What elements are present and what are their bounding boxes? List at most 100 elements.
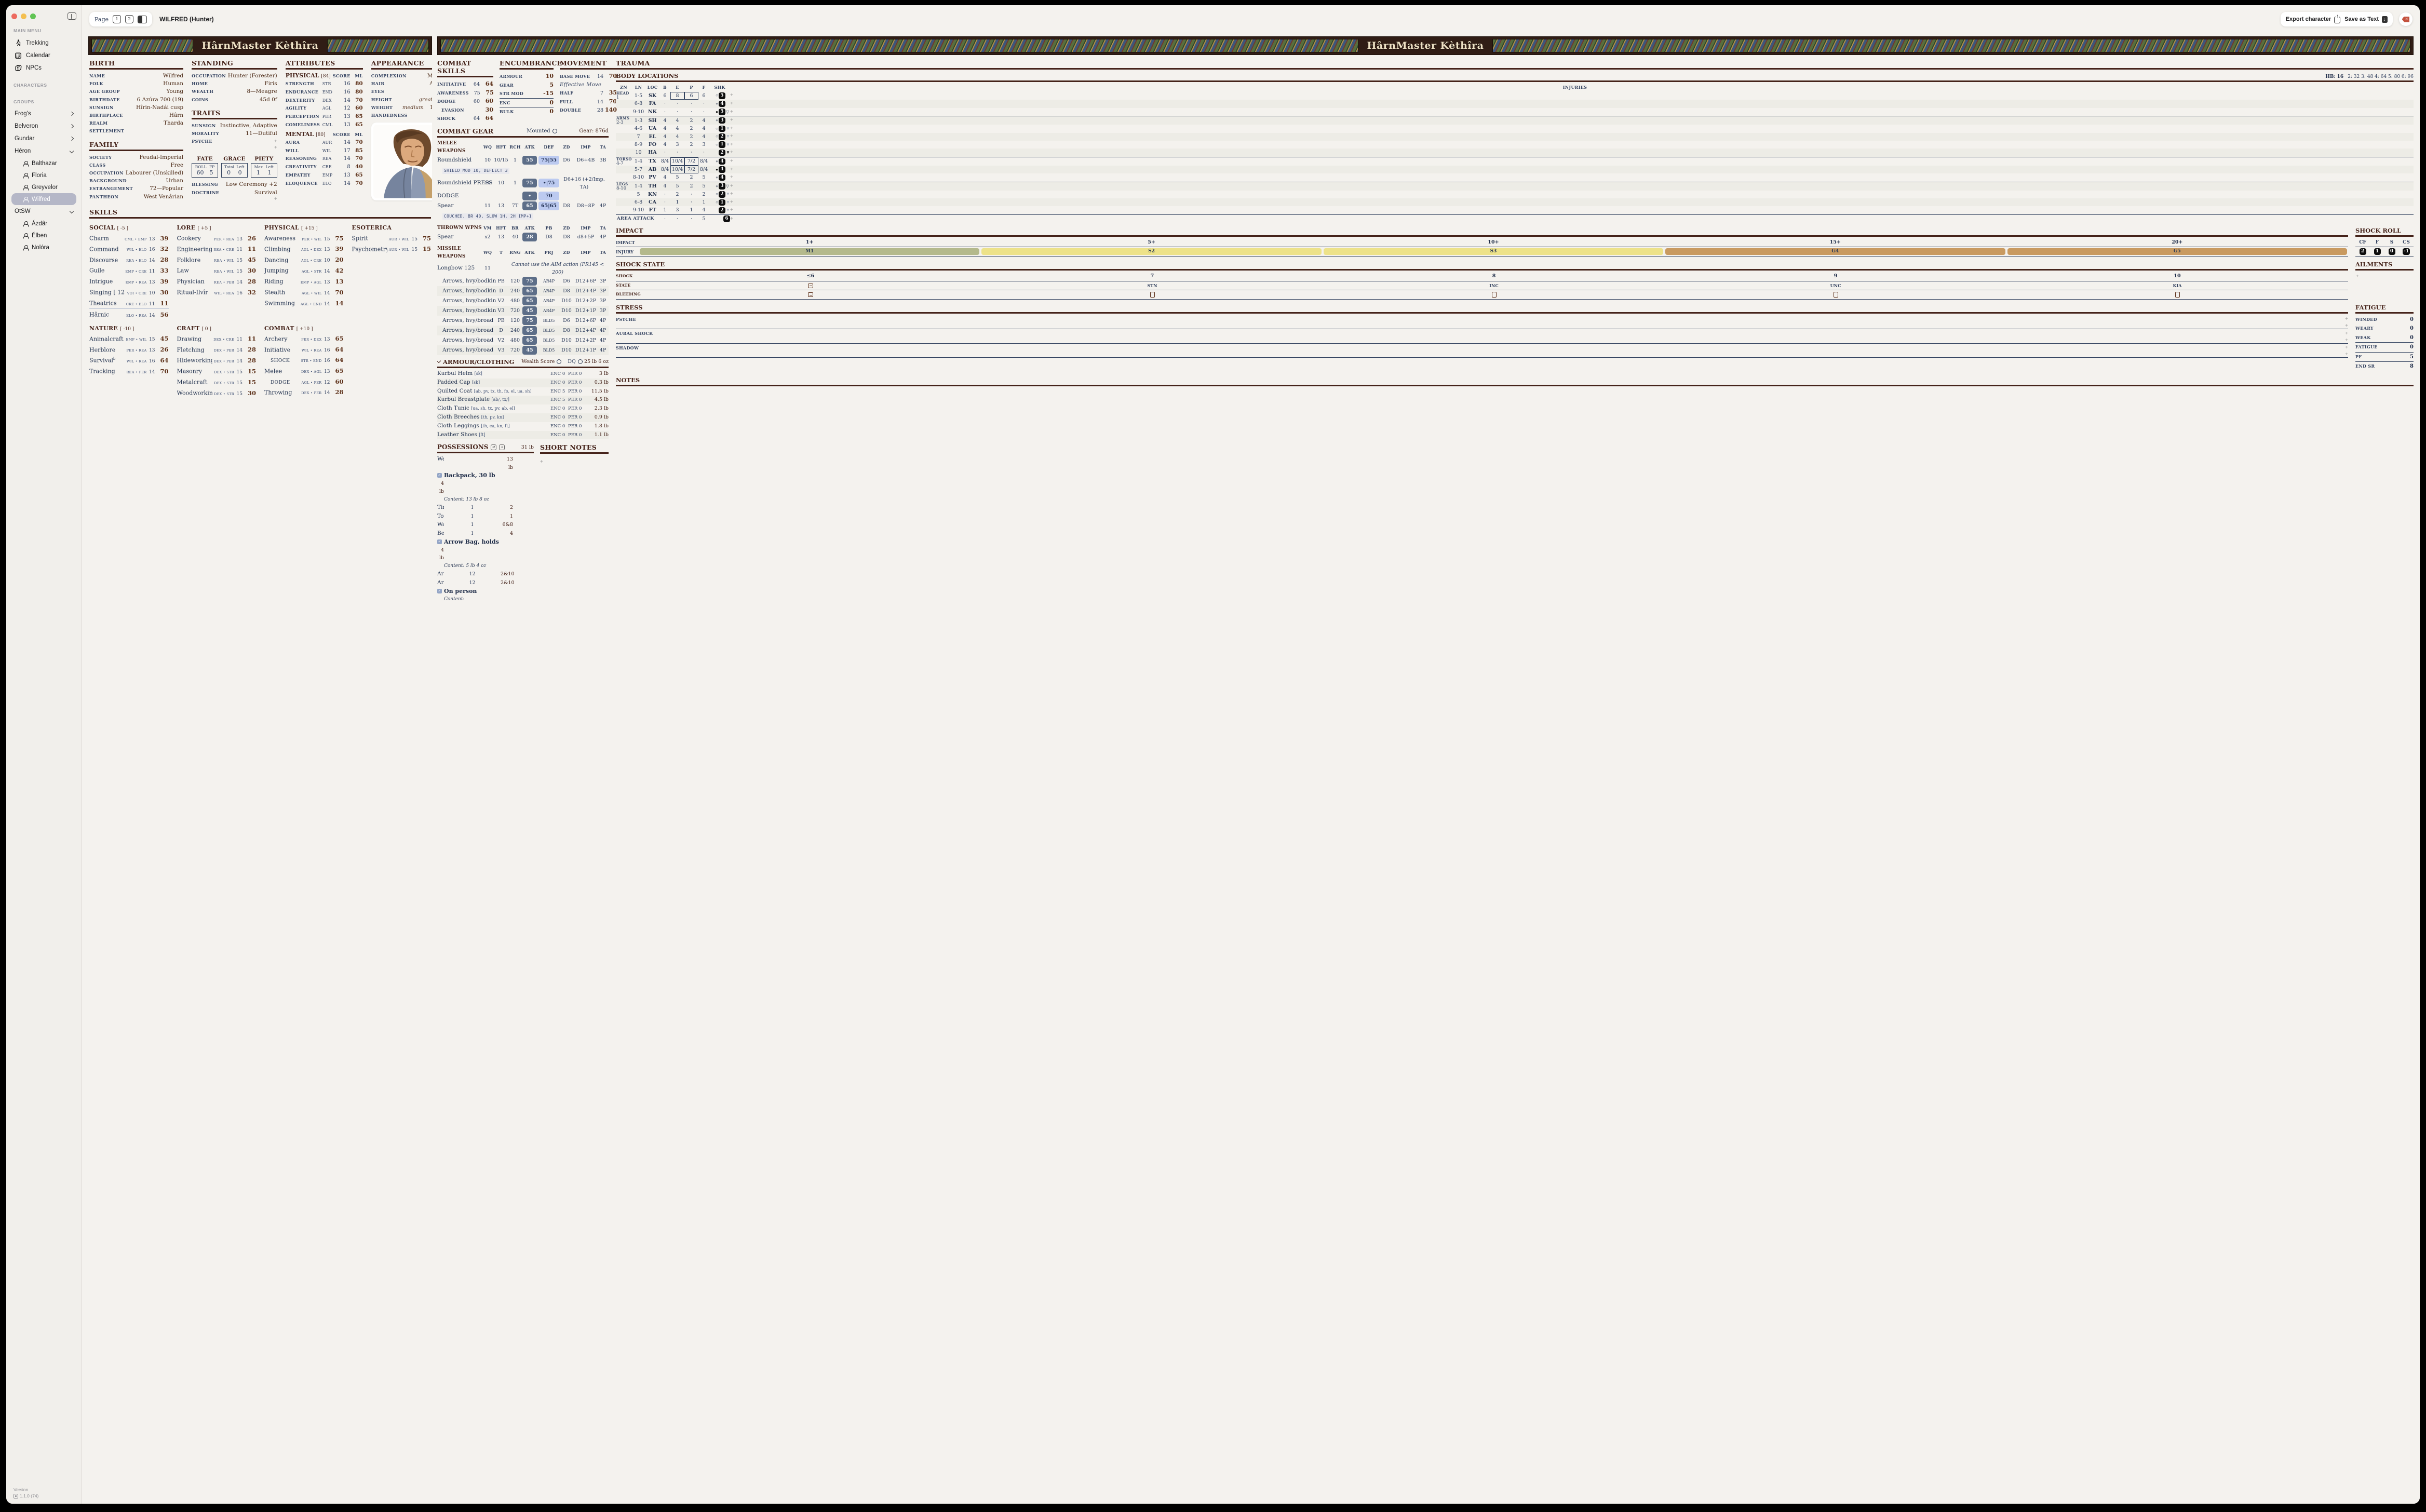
skill-row[interactable]: Masonry DEX • STR 15 15: [177, 367, 257, 375]
possession-row[interactable]: Arrow Bag, holds 24 4 lb: [437, 538, 534, 562]
skill-row[interactable]: Riding EMP • AGL 13 13: [264, 277, 344, 285]
weapon-row[interactable]: Roundshield 10 10/15 1 55 75|55 D6 D6+4B 3B: [437, 155, 609, 165]
sidebar-character[interactable]: Ázdâr: [11, 218, 76, 230]
sidebar-group[interactable]: Gundar: [11, 132, 76, 145]
possession-row[interactable]: Content:: [444, 596, 465, 602]
possession-row[interactable]: Tinderbox 1 2: [437, 504, 513, 511]
wealth-score-radio[interactable]: [557, 359, 562, 365]
container-checkbox[interactable]: [437, 538, 442, 546]
skill-row[interactable]: Throwing DEX • PER 14 28: [264, 388, 344, 396]
sidebar-group-heron[interactable]: Héron: [11, 145, 76, 157]
export-character-button[interactable]: Export character: [2286, 14, 2341, 23]
two-page-view-button[interactable]: [138, 15, 147, 23]
sidebar-character-selected[interactable]: Wilfred: [11, 193, 76, 205]
add-ailment-button[interactable]: [2355, 272, 2414, 279]
armour-circle-icon[interactable]: ○: [716, 142, 718, 147]
armour-item-row[interactable]: Quilted Coat [ab, pv, tx, th, fo, el, ua…: [437, 387, 609, 394]
skill-row[interactable]: Command WIL • ELO 16 32: [89, 245, 169, 253]
add-injury-button[interactable]: [730, 150, 736, 155]
skill-row[interactable]: Theatrics CRE • ELO 11 11: [89, 299, 169, 307]
sidebar-group[interactable]: Frog's: [11, 107, 76, 120]
skill-row[interactable]: Psychometry AUR • WIL 15 15: [352, 245, 432, 253]
piety-left[interactable]: 1: [267, 169, 272, 177]
weapon-row[interactable]: Spear 11 13 7T 65 65|65 D8 D8+8P 4P: [437, 201, 609, 211]
skill-row[interactable]: Hârnic ELO • REA 14 56: [89, 308, 169, 320]
skill-row[interactable]: Fletching DEX • PER 14 28: [177, 346, 257, 354]
ammo-row[interactable]: Arrows, hvy/broad V2 480 65 BLD5 D10 D12+2P 4P: [437, 335, 609, 345]
possession-row[interactable]: On person: [437, 587, 534, 596]
armour-item-row[interactable]: Kurbul Breastplate [ab/, tx/] ENC 5 PER …: [437, 396, 609, 405]
possession-row[interactable]: Content: 13 lb 8 oz: [444, 496, 489, 502]
skill-row[interactable]: Climbing AGL • DEX 13 39: [264, 245, 344, 253]
weapon-row[interactable]: DODGE • 70: [437, 191, 609, 201]
sidebar-character[interactable]: Nolóra: [11, 241, 76, 253]
skill-row[interactable]: Ritual-Ilvîr WIL • REA 16 32: [177, 288, 257, 296]
possession-row[interactable]: Waterskin, 2 quart 1 6&8: [437, 521, 513, 528]
skill-row[interactable]: SHOCK STR • END 16 64: [271, 356, 344, 364]
skill-row[interactable]: Drawing DEX • CRE 11 11: [177, 335, 257, 343]
add-injury-button[interactable]: [730, 208, 736, 213]
skill-row[interactable]: Law REA • WIL 15 30: [177, 267, 257, 275]
ammo-row[interactable]: Arrows, hvy/bodkin PB 120 75 AR4P D6 D12+6P 3P: [437, 276, 609, 286]
quantity-icon[interactable]: [499, 444, 505, 450]
sidebar-group-otsw[interactable]: OtSW: [11, 205, 76, 218]
skill-row[interactable]: Herblore PER • REA 13 26: [89, 346, 169, 354]
bleeding-checkbox[interactable]: [1491, 292, 1497, 298]
weapon-row[interactable]: Roundshield PRESS 10 10 1 75 •|75 D6+16 (+2/Im…: [437, 176, 605, 190]
sidebar-character[interactable]: Balthazar: [11, 157, 76, 169]
armour-item-row[interactable]: Leather Shoes [ft] ENC 0 PER 0 1.1 lb: [437, 430, 609, 440]
bleeding-checkbox[interactable]: [2175, 292, 2180, 298]
add-stress-button[interactable]: [2345, 317, 2348, 322]
add-value-button[interactable]: [274, 197, 277, 202]
skill-row[interactable]: Physician REA • PER 14 28: [177, 277, 257, 285]
bleeding-checkbox[interactable]: [1833, 292, 1838, 298]
weapon-row[interactable]: Longbow 125 11 Cannot use the AIM action (…: [437, 261, 604, 275]
page-1-button[interactable]: 1: [113, 15, 122, 23]
skill-row[interactable]: Tracking REA • PER 14 70: [89, 367, 169, 375]
fate-roll[interactable]: 60: [196, 169, 204, 177]
ammo-row[interactable]: Arrows, hvy/bodkin D 240 65 AR4P D8 D12+4P 3P: [437, 286, 609, 296]
grace-left[interactable]: 0: [238, 169, 242, 177]
add-injury-button[interactable]: [730, 93, 736, 98]
fate-fp[interactable]: 5: [209, 169, 213, 177]
add-trait-button[interactable]: [274, 139, 277, 144]
mounted-radio[interactable]: [552, 128, 557, 133]
armour-item-row[interactable]: Padded Cap [sk] ENC 0 PER 0 0.3 lb: [437, 378, 609, 387]
page-2-button[interactable]: 2: [125, 15, 134, 23]
add-injury-button[interactable]: [730, 200, 736, 205]
add-injury-button[interactable]: [730, 175, 736, 180]
weapon-row[interactable]: Spear x2 13 40 28 D8 D8 d8+5P 4P: [437, 232, 609, 242]
zoom-window-button[interactable]: [30, 13, 36, 19]
ammo-row[interactable]: Arrows, hvy/bodkin V2 480 65 AR4P D10 D12+2P 3P: [437, 296, 609, 306]
possession-row[interactable]: Backpack, 30 lb 4 lb: [437, 471, 534, 496]
add-short-note-button[interactable]: [540, 459, 543, 465]
add-injury-button[interactable]: [730, 142, 736, 147]
add-injury-button[interactable]: [730, 217, 736, 222]
armour-item-row[interactable]: Kurbul Helm [sk] ENC 0 PER 0 3 lb: [437, 370, 609, 376]
armour-item-row[interactable]: Cloth Tunic [ua, sh, tx, pv, ab, el] ENC…: [437, 405, 609, 412]
skill-row[interactable]: Melee DEX • AGL 13 65: [264, 367, 344, 375]
transfer-icon[interactable]: [491, 444, 497, 450]
sidebar-character[interactable]: Floria: [11, 169, 76, 181]
possession-row[interactable]: Arrows, hvy/bodkin 12 2&10: [437, 579, 515, 586]
skill-row[interactable]: Archery PER • DEX 13 65: [264, 335, 344, 343]
add-injury-button[interactable]: [730, 167, 736, 172]
armour-item-row[interactable]: Cloth Breeches [th, pv, kn] ENC 0 PER 0 …: [437, 413, 609, 422]
armour-circle-icon[interactable]: ●: [716, 183, 718, 188]
sidebar-item-calendar[interactable]: Calendar: [11, 49, 76, 62]
add-stress-button[interactable]: [2345, 323, 2348, 329]
save-as-text-button[interactable]: Save as Text: [2344, 16, 2388, 23]
armour-circle-icon[interactable]: ●: [716, 174, 718, 180]
armour-circle-icon[interactable]: ○: [716, 93, 718, 98]
skill-row[interactable]: Singing [ 12 ] VOI • CRE 10 30: [89, 288, 169, 296]
dq-radio[interactable]: [577, 359, 583, 365]
ammo-row[interactable]: Arrows, hvy/broad D 240 65 BLD5 D8 D12+4P 4P: [437, 325, 609, 335]
skill-row[interactable]: Hideworking DEX • PER 14 28: [177, 357, 257, 365]
skill-row[interactable]: Intrigue EMP • REA 13 39: [89, 277, 169, 285]
possession-row[interactable]: Bedroll 1 4: [437, 530, 513, 536]
add-stress-button[interactable]: [2345, 331, 2348, 336]
possession-row[interactable]: Weapons 13 lb: [437, 456, 513, 470]
skill-row[interactable]: Metalcraft DEX • STR 15 15: [177, 378, 257, 386]
skill-row[interactable]: Folklore REA • WIL 15 45: [177, 256, 257, 264]
skill-row[interactable]: Discourse REA • ELO 14 28: [89, 256, 169, 264]
